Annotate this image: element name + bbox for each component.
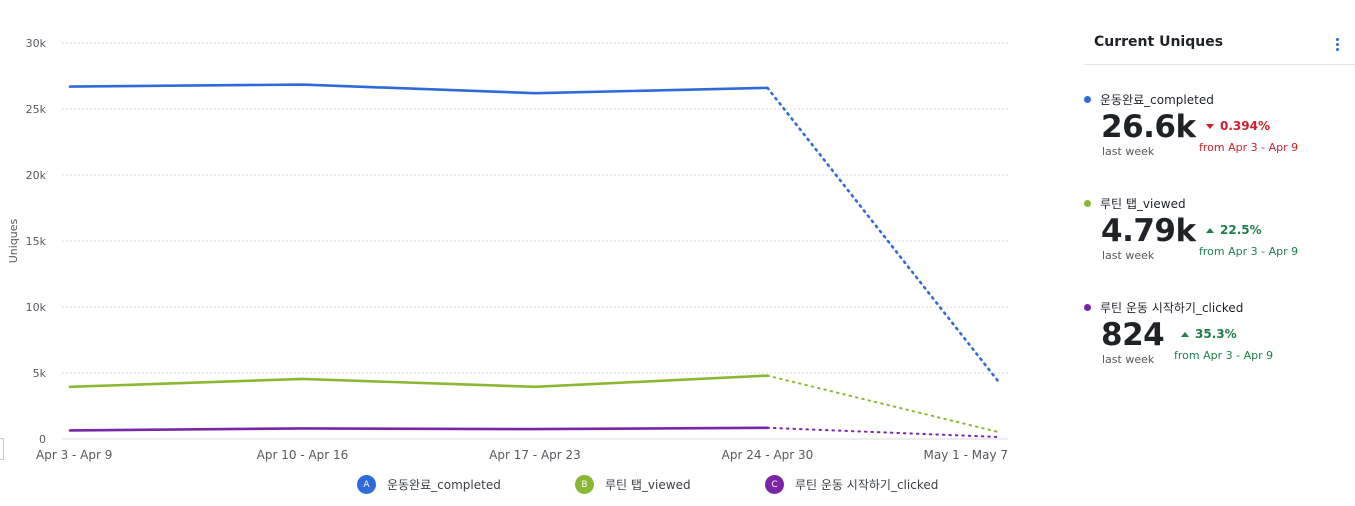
series-partial-segment-c[interactable] (766, 426, 1001, 439)
metric-period: last week (1102, 249, 1155, 262)
metric-change-value: 22.5% (1220, 223, 1262, 237)
series-partial-segment-a[interactable] (766, 86, 1002, 385)
y-tick-label: 0 (39, 433, 46, 446)
more-options-icon[interactable] (1336, 38, 1340, 51)
legend-item-c[interactable]: C 루틴 운동 시작하기_clicked (765, 475, 938, 494)
series-color-dot (1084, 304, 1091, 311)
x-axis-ticks: Apr 3 - Apr 9 Apr 10 - Apr 16 Apr 17 - Apr… (36, 448, 1008, 462)
metric-name-label: 루틴 탭_viewed (1100, 197, 1186, 211)
series-line-b[interactable] (68, 374, 769, 389)
y-tick-label: 15k (26, 235, 47, 248)
metric-name-label: 운동완료_completed (1100, 93, 1214, 107)
legend-badge: C (765, 475, 784, 494)
y-axis-label: Uniques (7, 218, 20, 263)
metric-value: 824 (1101, 317, 1165, 353)
metric-name: 루틴 탭_viewed (1084, 195, 1186, 212)
y-tick-label: 30k (26, 37, 47, 50)
x-tick-label: Apr 24 - Apr 30 (722, 448, 814, 462)
current-uniques-panel: Current Uniques 운동완료_completed 26.6k last … (1084, 22, 1355, 492)
x-tick-label: Apr 10 - Apr 16 (257, 448, 349, 462)
chart-series (68, 83, 1002, 439)
chart-legend: A 운동완료_completed B 루틴 탭_viewed C 루틴 운동 시작하기_c… (0, 475, 1010, 495)
series-line-c[interactable] (68, 426, 769, 432)
line-chart: 0 5k 10k 15k 20k 25k 30k Apr 3 - Apr 9 Apr 10 -… (7, 37, 1008, 462)
metric-change-value: 35.3% (1195, 327, 1237, 341)
metric-value: 26.6k (1101, 109, 1196, 145)
x-tick-label: Apr 3 - Apr 9 (36, 448, 112, 462)
y-axis-ticks: 0 5k 10k 15k 20k 25k 30k (26, 37, 47, 446)
metric-value: 4.79k (1101, 213, 1196, 249)
metric-period: last week (1102, 145, 1155, 158)
x-tick-label: May 1 - May 7 (924, 448, 1008, 462)
metric-change: 22.5% (1206, 223, 1262, 237)
metric-name-label: 루틴 운동 시작하기_clicked (1100, 301, 1244, 315)
series-partial-segment-b[interactable] (766, 374, 1001, 434)
legend-label: 운동완료_completed (387, 478, 501, 492)
panel-header: Current Uniques (1084, 22, 1355, 65)
arrow-down-icon (1206, 123, 1214, 129)
legend-item-a[interactable]: A 운동완료_completed (357, 475, 501, 494)
metric-name: 루틴 운동 시작하기_clicked (1084, 299, 1243, 316)
legend-badge: A (357, 475, 376, 494)
x-tick-label: Apr 17 - Apr 23 (489, 448, 581, 462)
y-tick-label: 5k (33, 367, 47, 380)
metric-comparison: from Apr 3 - Apr 9 (1199, 245, 1299, 258)
series-line-a[interactable] (68, 83, 769, 95)
metric-name: 운동완료_completed (1084, 91, 1214, 108)
legend-badge: B (575, 475, 594, 494)
series-color-dot (1084, 200, 1091, 207)
metric-period: last week (1102, 353, 1155, 366)
series-color-dot (1084, 96, 1091, 103)
metric-comparison: from Apr 3 - Apr 9 (1199, 141, 1299, 154)
metric-comparison: from Apr 3 - Apr 9 (1174, 349, 1274, 362)
collapsed-side-toggle[interactable] (0, 438, 4, 460)
y-tick-label: 10k (26, 301, 47, 314)
y-tick-label: 20k (26, 169, 47, 182)
y-tick-label: 25k (26, 103, 47, 116)
metric-change-value: 0.394% (1220, 119, 1270, 133)
legend-label: 루틴 탭_viewed (605, 478, 691, 492)
arrow-up-icon (1206, 227, 1214, 233)
legend-item-b[interactable]: B 루틴 탭_viewed (575, 475, 691, 494)
metric-change: 0.394% (1206, 119, 1270, 133)
arrow-up-icon (1181, 331, 1189, 337)
panel-title: Current Uniques (1094, 34, 1224, 50)
legend-label: 루틴 운동 시작하기_clicked (795, 478, 939, 492)
chart-grid (62, 42, 1008, 440)
metric-change: 35.3% (1181, 327, 1237, 341)
